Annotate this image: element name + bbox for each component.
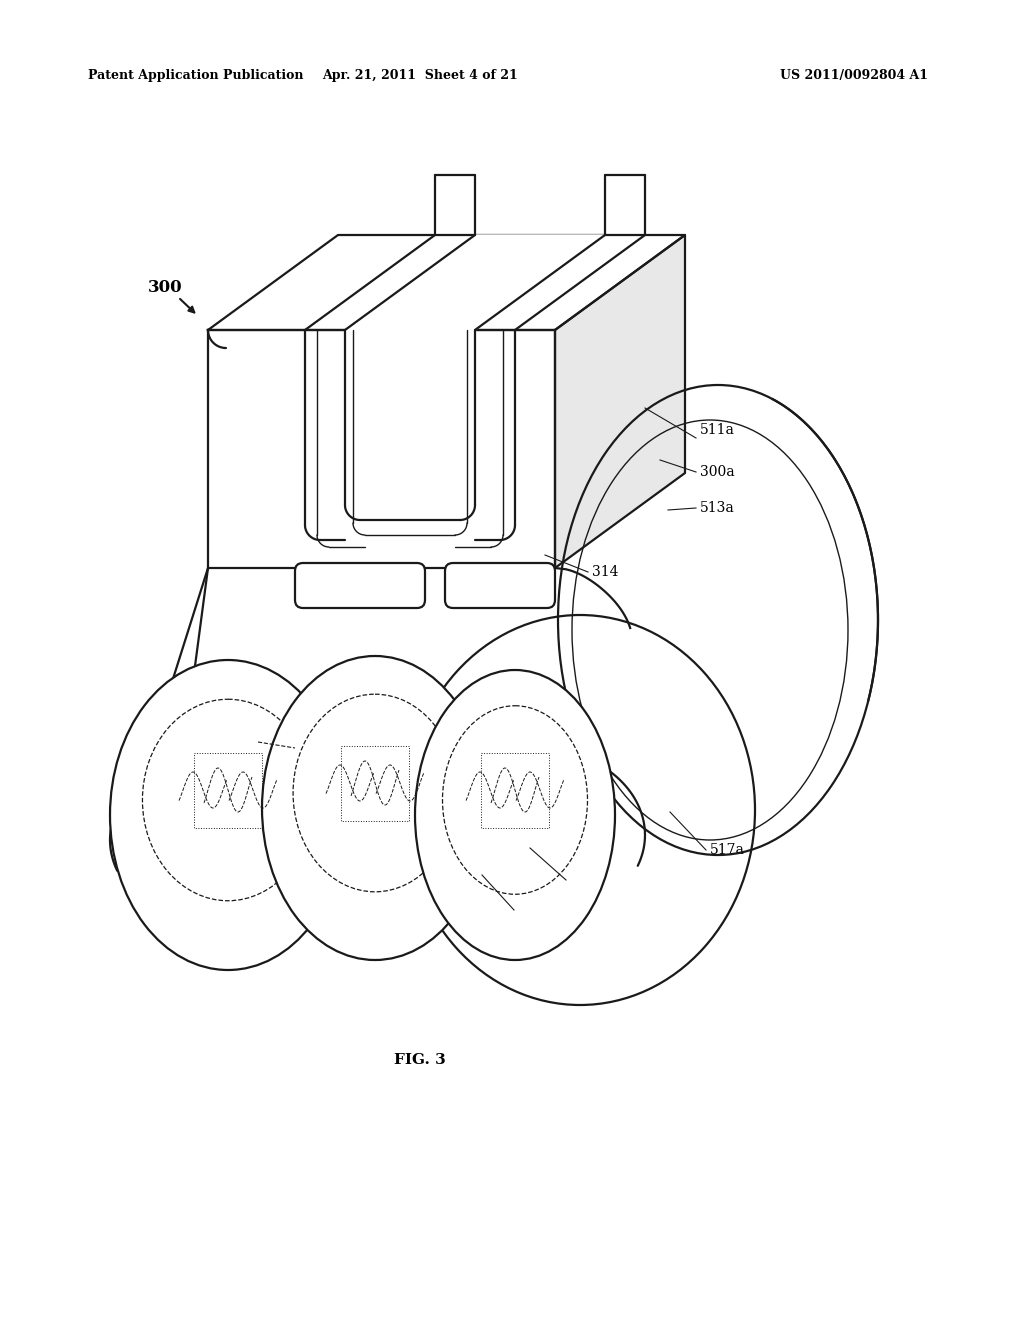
Text: 300: 300	[148, 279, 182, 296]
Text: 511a: 511a	[700, 422, 735, 437]
Text: FIG. 3: FIG. 3	[394, 1053, 445, 1067]
Ellipse shape	[415, 671, 615, 960]
FancyBboxPatch shape	[445, 564, 555, 609]
Polygon shape	[345, 235, 605, 330]
Text: 300a: 300a	[700, 465, 734, 479]
Text: Apr. 21, 2011  Sheet 4 of 21: Apr. 21, 2011 Sheet 4 of 21	[323, 69, 518, 82]
Text: 514a: 514a	[373, 939, 408, 952]
Polygon shape	[345, 330, 475, 520]
Polygon shape	[555, 235, 685, 568]
Polygon shape	[208, 235, 685, 330]
Polygon shape	[208, 330, 555, 568]
Text: 312: 312	[518, 903, 545, 917]
Text: 512a: 512a	[570, 873, 605, 887]
Text: 513a: 513a	[700, 502, 735, 515]
Text: US 2011/0092804 A1: US 2011/0092804 A1	[780, 69, 928, 82]
Text: 312: 312	[262, 729, 289, 743]
Ellipse shape	[110, 660, 346, 970]
FancyBboxPatch shape	[295, 564, 425, 609]
Text: 517a: 517a	[710, 843, 744, 857]
Text: 314: 314	[592, 565, 618, 579]
Text: Patent Application Publication: Patent Application Publication	[88, 69, 303, 82]
Ellipse shape	[262, 656, 488, 960]
